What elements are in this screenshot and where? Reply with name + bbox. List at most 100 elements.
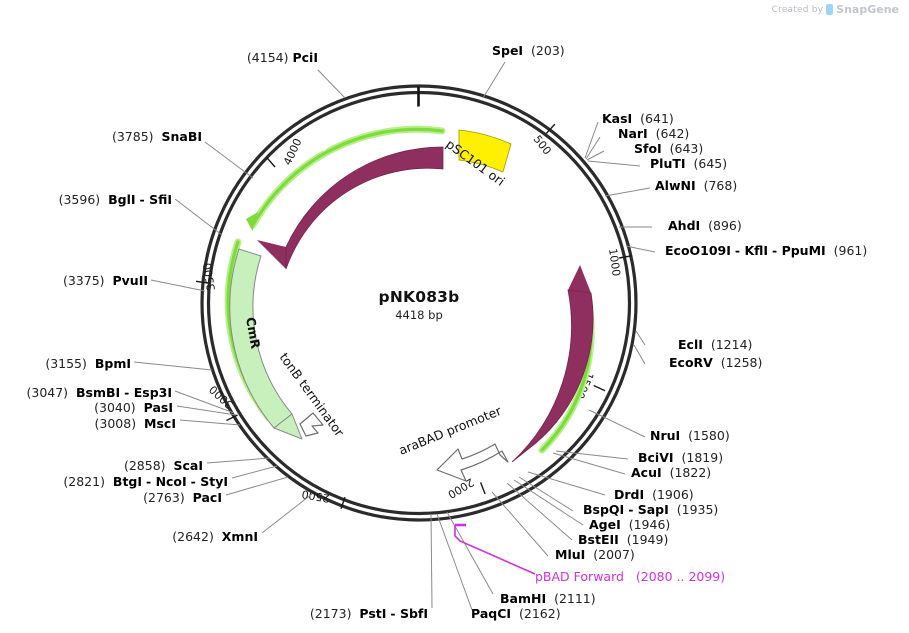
ruler-label-3500: 3500: [201, 262, 218, 292]
site-pos: (642): [655, 126, 690, 141]
site-pos: (1214): [710, 337, 753, 352]
site-pos: (2111): [554, 591, 596, 606]
site-label-snabi[interactable]: (3785) SnaBI: [0, 129, 202, 144]
primer-label-pbad-forward[interactable]: pBAD Forward (2080 .. 2099): [535, 569, 726, 584]
feature-rep101[interactable]: Rep101: [246, 107, 446, 270]
site-pos: (643): [669, 141, 704, 156]
site-pos: (896): [708, 218, 742, 233]
site-name: MscI: [144, 416, 176, 431]
site-name: StyI: [200, 474, 228, 489]
site-pos: (1258): [720, 355, 763, 370]
site-name: SfoI: [634, 141, 662, 156]
site-label-btgi[interactable]: (2821) BtgI - NcoI - StyI: [63, 474, 228, 489]
site-label-acui[interactable]: AcuI (1822): [631, 465, 712, 480]
site-name: PaqCI: [471, 606, 512, 621]
leader-lines: [133, 61, 656, 611]
site-name: AcuI: [631, 465, 662, 480]
site-name: SnaBI: [161, 129, 202, 144]
site-name: PstI: [359, 606, 387, 621]
site-pos: (1935): [676, 502, 719, 517]
site-name: SapI: [637, 502, 669, 517]
plasmid-name: pNK083b: [378, 288, 460, 306]
site-pos: (3785): [111, 129, 154, 144]
watermark-brand: SnapGene: [836, 3, 899, 16]
site-label-pluti[interactable]: PluTI (645): [650, 156, 727, 171]
site-name: BglI: [108, 192, 136, 207]
site-label-ecorv[interactable]: EcoRV (1258): [669, 355, 763, 370]
site-name: MluI: [555, 547, 586, 562]
site-label-nari[interactable]: NarI (642): [618, 126, 690, 141]
site-name: BamHI: [500, 591, 547, 606]
site-label-alwni[interactable]: AlwNI (768): [655, 178, 738, 193]
site-pos: (3155): [45, 356, 87, 371]
feature-cmr[interactable]: CmR: [224, 238, 303, 440]
site-name: BstEII: [578, 532, 619, 547]
site-label-spei[interactable]: SpeI (203): [492, 43, 565, 58]
site-name: PacI: [192, 490, 222, 505]
site-pos: (3596): [58, 192, 101, 207]
site-label-mlui[interactable]: MluI (2007): [555, 547, 635, 562]
site-label-pasi[interactable]: (3040) PasI: [0, 400, 173, 415]
site-pos: (2821): [63, 474, 105, 489]
feature-label-cmr: CmR: [243, 316, 263, 350]
site-name: AhdI: [668, 218, 701, 233]
snapgene-watermark: Created by SnapGene: [772, 3, 899, 16]
site-pos: (2858): [123, 458, 166, 473]
site-label-bgli[interactable]: (3596) BglI - SfiI: [58, 192, 172, 207]
site-pos: (1822): [669, 465, 712, 480]
site-pos: (3008): [94, 416, 137, 431]
site-label-psti[interactable]: (2173) PstI - SbfI: [309, 606, 428, 621]
feature-psc101-ori[interactable]: pSC101 ori: [443, 129, 512, 189]
site-label-bpmi[interactable]: (3155) BpmI: [0, 356, 131, 371]
site-name: Esp3I: [133, 385, 172, 400]
site-name: SpeI: [492, 43, 524, 58]
site-pos: (2162): [519, 606, 561, 621]
site-name: KasI: [602, 111, 633, 126]
site-label-sfoi[interactable]: SfoI (643): [634, 141, 704, 156]
site-pos: (961): [833, 243, 868, 258]
site-label-drdi[interactable]: DrdI (1906): [614, 487, 694, 502]
site-label-bspqi[interactable]: BspQI - SapI (1935): [583, 502, 719, 517]
site-label-agei[interactable]: AgeI (1946): [589, 518, 670, 532]
site-name: NarI: [618, 126, 648, 141]
site-label-pcii[interactable]: (4154) PciI: [0, 50, 318, 65]
site-pos: (768): [703, 178, 738, 193]
site-pos: (1949): [626, 532, 669, 547]
primer-pos: (2080 .. 2099): [635, 569, 726, 584]
site-name: PluTI: [650, 156, 686, 171]
site-name: NcoI: [155, 474, 187, 489]
feature-arac[interactable]: araC: [511, 265, 595, 463]
site-name: PasI: [143, 400, 173, 415]
feature-arabad-promoter[interactable]: araBAD promoter: [397, 403, 509, 482]
site-label-ahdi[interactable]: AhdI (896): [668, 218, 742, 233]
site-label-kasi[interactable]: KasI (641): [602, 111, 674, 126]
site-label-bamhi[interactable]: BamHI (2111): [500, 591, 596, 606]
site-name: NruI: [650, 428, 681, 443]
site-name: EclI: [678, 337, 703, 352]
site-label-xmni[interactable]: (2642) XmnI: [0, 529, 258, 544]
site-label-pvuii[interactable]: (3375) PvuII: [0, 273, 148, 288]
site-label-paci[interactable]: (2763) PacI: [0, 490, 222, 505]
site-pos: (1580): [688, 428, 730, 443]
site-pos: (2173): [309, 606, 352, 621]
site-pos: (1906): [652, 487, 694, 502]
site-label-scai[interactable]: (2858) ScaI: [0, 458, 203, 473]
site-label-nrui[interactable]: NruI (1580): [650, 428, 730, 443]
site-label-ecli[interactable]: EclI (1214): [678, 337, 753, 352]
site-label-paqci[interactable]: PaqCI (2162): [471, 606, 561, 621]
site-pos: (2642): [172, 529, 214, 544]
site-label-ecoo109i[interactable]: EcoO109I - KflI - PpuMI (961): [665, 243, 868, 258]
site-name: PciI: [292, 50, 318, 65]
site-name: PvuII: [112, 273, 148, 288]
site-label-bstei[interactable]: BstEII (1949): [578, 532, 669, 547]
ruler-ticks: [195, 123, 632, 510]
primer-name: pBAD Forward: [535, 569, 624, 584]
site-label-msci[interactable]: (3008) MscI: [0, 416, 176, 431]
site-pos: (1819): [681, 450, 724, 465]
site-label-bcivi[interactable]: BciVI (1819): [638, 450, 724, 465]
site-name: EcoRV: [669, 355, 713, 370]
site-label-bsmbi[interactable]: (3047) BsmBI - Esp3I: [26, 385, 172, 400]
site-pos: (2763): [143, 490, 185, 505]
ruler-label-1000: 1000: [606, 248, 623, 278]
